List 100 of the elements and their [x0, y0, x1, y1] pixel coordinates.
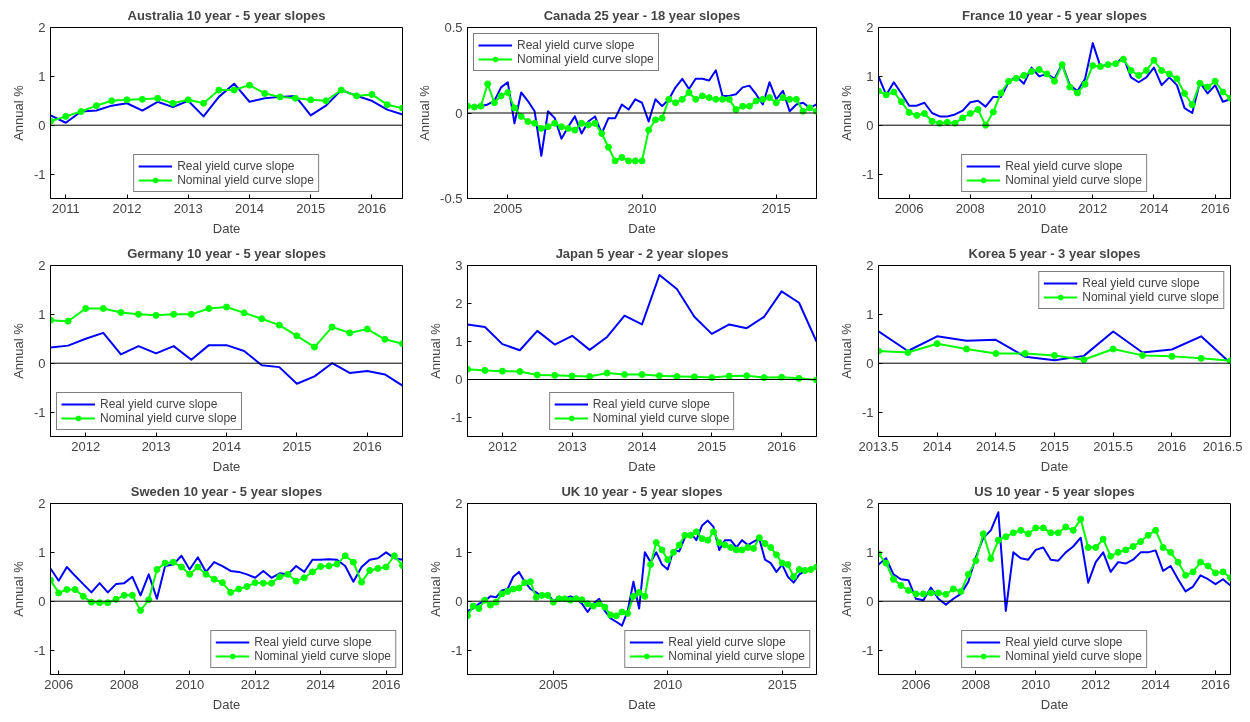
x-tick-label: 2012 [71, 438, 101, 454]
legend-label: Nominal yield curve slope [1005, 173, 1142, 187]
x-tick-label: 2006 [894, 200, 924, 216]
x-tick-label: 2013 [173, 200, 203, 216]
x-tick-label: 2005 [493, 200, 523, 216]
legend-label: Real yield curve slope [100, 397, 218, 411]
y-tick-label: 0 [38, 117, 46, 133]
x-axis-title: Date [628, 458, 656, 474]
chart-title: US 10 year - 5 year slopes [974, 483, 1135, 499]
x-tick-label: 2005 [538, 676, 568, 692]
y-tick-label: 2 [455, 296, 463, 311]
y-tick-label: 0 [455, 372, 463, 387]
x-tick-label: 2016 [767, 438, 797, 454]
x-axis-title: Date [212, 220, 241, 236]
x-tick-label: 2014 [922, 438, 952, 454]
x-axis-title: Date [628, 220, 656, 236]
y-tick-label: -1 [861, 166, 874, 182]
y-axis-title: Annual % [10, 322, 26, 379]
y-tick-label: 0 [866, 117, 874, 133]
legend-label: Real yield curve slope [1005, 635, 1123, 649]
legend-label: Nominal yield curve slope [254, 649, 391, 663]
chart-title: Japan 5 year - 2 year slopes [555, 245, 729, 261]
y-axis-title: Annual % [427, 560, 443, 617]
y-tick-label: 1 [38, 68, 46, 84]
x-tick-label: 2014 [235, 200, 264, 216]
legend-label: Nominal yield curve slope [1005, 649, 1142, 663]
y-tick-label: 0 [455, 105, 463, 121]
x-tick-label: 2008 [961, 676, 991, 692]
x-tick-label: 2014 [1141, 676, 1171, 692]
legend-label: Real yield curve slope [177, 159, 295, 173]
x-tick-label: 2014 [627, 438, 657, 454]
legend-label: Real yield curve slope [254, 635, 372, 649]
y-axis-title: Annual % [10, 84, 26, 141]
x-tick-label: 2013 [557, 438, 587, 454]
y-tick-label: 1 [455, 334, 463, 349]
x-tick-label: 2012 [1078, 200, 1108, 216]
x-tick-label: 2012 [240, 676, 270, 692]
legend-label: Real yield curve slope [517, 38, 635, 52]
chart-title: Canada 25 year - 18 year slopes [543, 7, 741, 23]
x-tick-label: 2014 [1139, 200, 1169, 216]
x-tick-label: 2010 [1021, 676, 1051, 692]
x-tick-label: 2014 [212, 438, 241, 454]
y-tick-label: 1 [38, 306, 46, 322]
x-tick-label: 2008 [955, 200, 985, 216]
y-tick-label: 1 [455, 544, 463, 560]
x-tick-label: 2016 [357, 200, 387, 216]
x-tick-label: 2010 [1017, 200, 1047, 216]
x-tick-label: 2010 [175, 676, 205, 692]
x-tick-label: 2015 [767, 676, 797, 692]
y-tick-label: 0.5 [444, 20, 463, 35]
x-axis-title: Date [212, 696, 241, 712]
legend-label: Nominal yield curve slope [1082, 290, 1219, 304]
y-tick-label: -1 [450, 642, 463, 658]
y-tick-label: 2 [866, 258, 874, 273]
y-tick-label: -1 [33, 642, 46, 658]
x-tick-label: 2016 [371, 676, 401, 692]
legend-label: Nominal yield curve slope [517, 52, 654, 66]
y-axis-title: Annual % [838, 322, 854, 379]
x-tick-label: 2014 [306, 676, 336, 692]
chart-title: Germany 10 year - 5 year slopes [127, 245, 326, 261]
x-tick-label: 2013 [141, 438, 171, 454]
y-tick-label: 1 [866, 544, 874, 560]
chart-title: UK 10 year - 5 year slopes [561, 483, 723, 499]
y-tick-label: 3 [455, 258, 463, 273]
chart-title: Australia 10 year - 5 year slopes [127, 7, 326, 23]
y-tick-label: 2 [866, 20, 874, 35]
y-tick-label: 2 [38, 258, 46, 273]
x-tick-label: 2011 [51, 200, 80, 216]
x-tick-label: 2012 [1081, 676, 1111, 692]
x-axis-title: Date [628, 696, 656, 712]
y-tick-label: 2 [455, 496, 463, 511]
y-tick-label: -1 [861, 404, 874, 420]
x-axis-title: Date [1040, 220, 1069, 236]
chart-title: Korea 5 year - 3 year slopes [968, 245, 1141, 261]
legend-label: Real yield curve slope [592, 397, 711, 411]
legend-label: Nominal yield curve slope [592, 411, 730, 425]
x-tick-label: 2015.5 [1093, 438, 1134, 454]
legend-label: Nominal yield curve slope [177, 173, 314, 187]
y-tick-label: 0 [866, 593, 874, 609]
y-tick-label: 1 [866, 306, 874, 322]
x-axis-title: Date [212, 458, 241, 474]
x-tick-label: 2016 [1157, 438, 1187, 454]
x-tick-label: 2006 [44, 676, 74, 692]
y-tick-label: -0.5 [440, 191, 463, 206]
x-tick-label: 2006 [901, 676, 931, 692]
y-axis-title: Annual % [10, 560, 26, 617]
x-tick-label: 2013.5 [858, 438, 899, 454]
x-axis-title: Date [1040, 696, 1069, 712]
y-tick-label: 0 [38, 355, 46, 371]
x-tick-label: 2016 [1201, 676, 1230, 692]
x-tick-label: 2016.5 [1202, 438, 1243, 454]
y-tick-label: 0 [38, 593, 46, 609]
y-tick-label: 0 [455, 593, 463, 609]
y-tick-label: 1 [38, 544, 46, 560]
x-tick-label: 2008 [109, 676, 139, 692]
x-tick-label: 2015 [697, 438, 727, 454]
y-tick-label: 2 [38, 496, 46, 511]
chart-title: Sweden 10 year - 5 year slopes [130, 483, 323, 499]
x-tick-label: 2012 [112, 200, 142, 216]
x-tick-label: 2010 [653, 676, 683, 692]
